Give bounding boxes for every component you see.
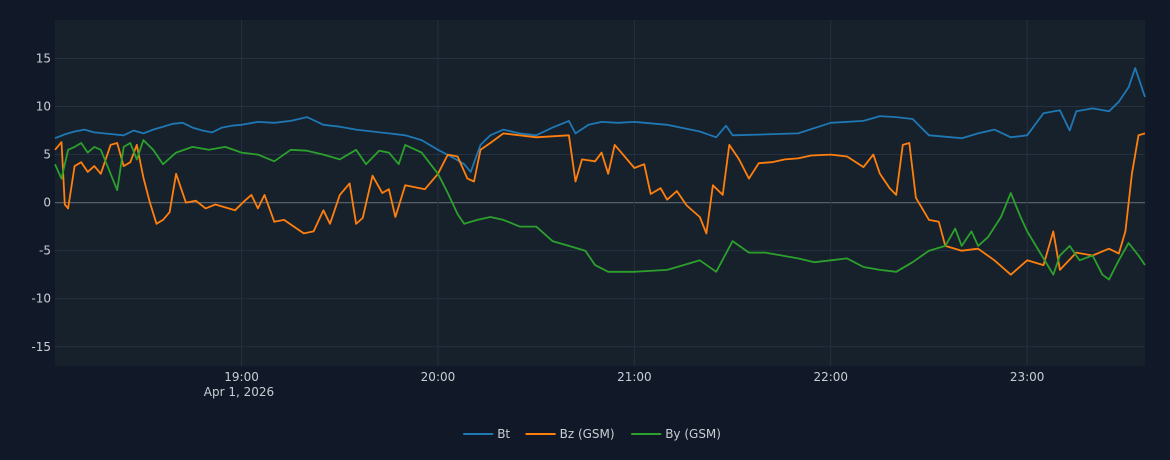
grid-lines <box>55 20 1145 366</box>
x-tick-label: 23:00 <box>1010 370 1045 384</box>
x-tick-label: 20:00 <box>421 370 456 384</box>
y-tick-label: -15 <box>31 340 51 354</box>
x-axis-date-label: Apr 1, 2026 <box>204 385 274 399</box>
y-tick-label: 10 <box>36 100 51 114</box>
legend-item-bt[interactable]: Bt <box>463 427 510 441</box>
y-tick-label: 0 <box>43 196 51 210</box>
legend-item-by[interactable]: By (GSM) <box>631 427 721 441</box>
y-tick-label: 15 <box>36 51 51 65</box>
y-tick-label: -5 <box>39 244 51 258</box>
x-tick-label: 21:00 <box>617 370 652 384</box>
series-line-bz <box>54 132 1146 276</box>
legend-item-bz[interactable]: Bz (GSM) <box>525 427 615 441</box>
y-tick-label: -10 <box>31 292 51 306</box>
series-line-by <box>54 139 1146 281</box>
legend-label: Bt <box>497 427 510 441</box>
y-tick-label: 5 <box>43 148 51 162</box>
y-axis-tick-labels: 15 10 5 0 -5 -10 -15 <box>31 51 51 353</box>
series-lines <box>54 67 1146 281</box>
x-axis-tick-labels: 19:00 20:00 21:00 22:00 23:00 <box>224 370 1044 384</box>
series-line-bt <box>54 67 1146 173</box>
plot-background <box>55 20 1145 366</box>
legend[interactable]: Bt Bz (GSM) By (GSM) <box>463 427 721 441</box>
legend-label: By (GSM) <box>665 427 721 441</box>
x-tick-label: 19:00 <box>224 370 259 384</box>
x-tick-label: 22:00 <box>813 370 848 384</box>
legend-label: Bz (GSM) <box>560 427 615 441</box>
